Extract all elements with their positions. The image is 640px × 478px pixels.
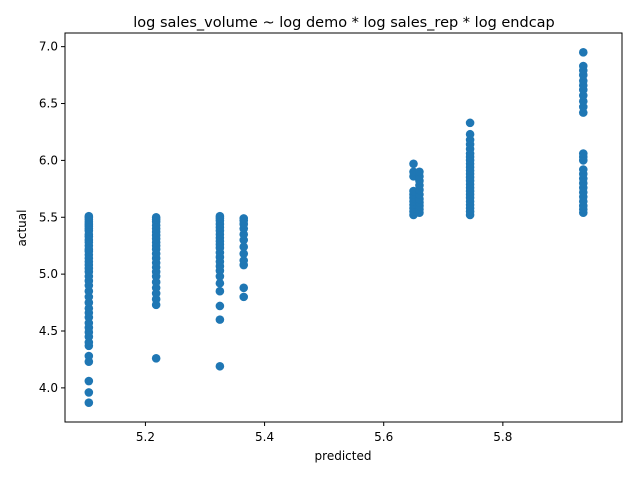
y-axis-label: actual bbox=[15, 210, 29, 247]
y-tick-label: 6.5 bbox=[39, 97, 58, 111]
data-point bbox=[215, 301, 225, 311]
y-tick-label: 4.0 bbox=[39, 381, 58, 395]
x-tick-label: 5.8 bbox=[493, 430, 512, 444]
data-point bbox=[578, 149, 588, 158]
data-point bbox=[84, 211, 94, 221]
data-point bbox=[409, 159, 418, 169]
data-point bbox=[578, 48, 588, 57]
data-point bbox=[239, 242, 249, 252]
x-axis-ticks: 5.2 5.4 5.6 5.8 bbox=[136, 422, 512, 444]
data-point bbox=[239, 283, 249, 293]
data-point bbox=[239, 292, 249, 302]
x-tick-label: 5.6 bbox=[374, 430, 393, 444]
x-tick-label: 5.4 bbox=[255, 430, 274, 444]
data-point bbox=[215, 286, 225, 296]
data-point bbox=[578, 165, 588, 174]
data-point bbox=[239, 214, 249, 223]
y-tick-label: 6.0 bbox=[39, 153, 58, 167]
data-point bbox=[409, 167, 418, 177]
x-tick-label: 5.2 bbox=[136, 430, 155, 444]
data-point bbox=[578, 61, 588, 71]
data-point bbox=[84, 388, 94, 397]
data-point bbox=[465, 129, 475, 139]
y-axis-ticks: 4.0 4.5 5.0 5.5 6.0 6.5 7.0 bbox=[39, 40, 65, 395]
plot-area-frame bbox=[64, 32, 623, 423]
data-point bbox=[215, 315, 225, 324]
y-tick-label: 7.0 bbox=[39, 40, 58, 54]
data-point bbox=[415, 167, 424, 177]
data-point bbox=[151, 212, 161, 222]
x-axis-label: predicted bbox=[315, 449, 372, 463]
y-tick-label: 5.5 bbox=[39, 210, 58, 224]
data-point bbox=[215, 361, 225, 371]
data-point bbox=[215, 278, 225, 288]
data-point bbox=[84, 376, 94, 386]
data-point bbox=[215, 211, 225, 221]
data-point bbox=[151, 354, 161, 363]
y-tick-label: 4.5 bbox=[39, 324, 58, 338]
y-tick-label: 5.0 bbox=[39, 267, 58, 281]
data-point bbox=[239, 249, 249, 258]
data-point bbox=[239, 256, 249, 265]
data-point bbox=[84, 351, 94, 361]
data-point bbox=[84, 398, 94, 407]
points-layer bbox=[84, 48, 588, 407]
chart-title: log sales_volume ~ log demo * log sales_… bbox=[133, 15, 555, 31]
data-point bbox=[465, 118, 475, 128]
